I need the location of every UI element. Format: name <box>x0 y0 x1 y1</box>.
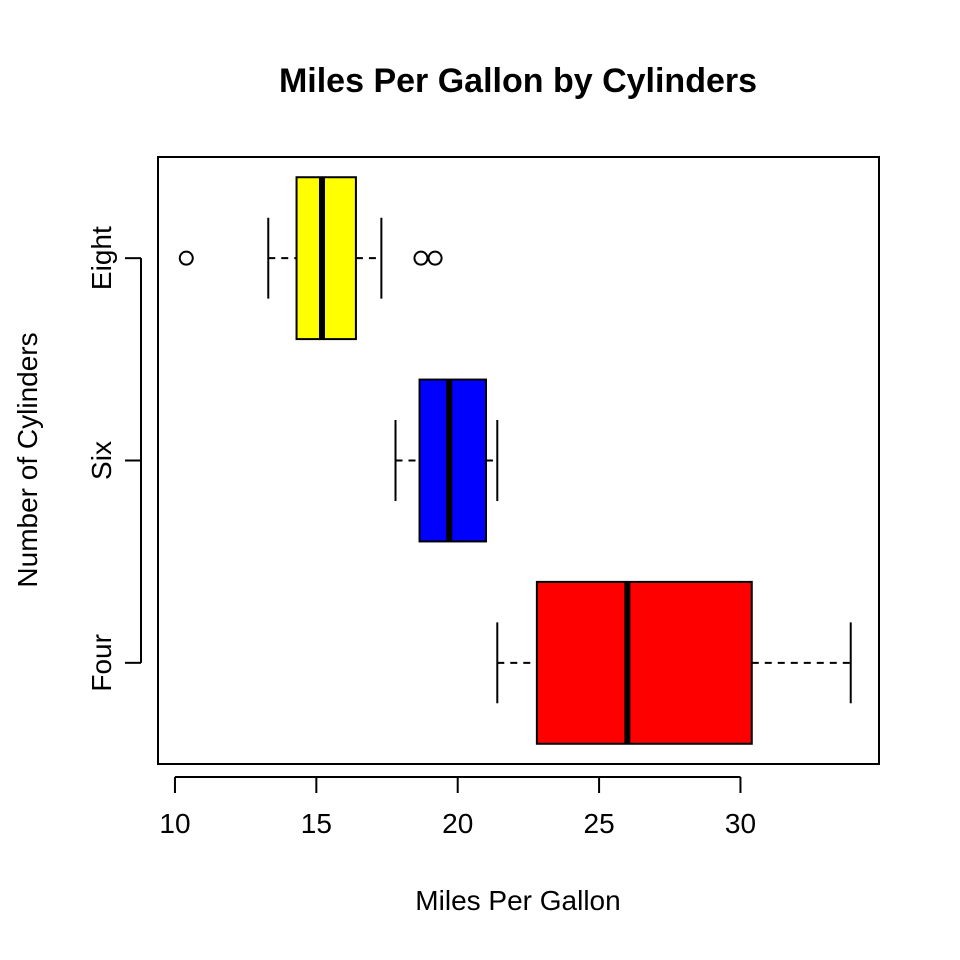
iqr-box-eight <box>295 176 357 341</box>
x-tick-label-25: 25 <box>584 808 615 839</box>
x-tick-label-15: 15 <box>301 808 332 839</box>
outlier-point-eight-1 <box>178 250 194 266</box>
x-tick-label-10: 10 <box>159 808 190 839</box>
box-eight <box>178 176 443 341</box>
y-axis-label: Number of Cylinders <box>12 332 43 587</box>
iqr-box-six <box>418 378 487 543</box>
boxes-layer <box>178 176 852 745</box>
chart-title: Miles Per Gallon by Cylinders <box>279 62 757 100</box>
plot-frame <box>157 156 880 765</box>
iqr-box-four <box>535 580 753 745</box>
x-tick-label-20: 20 <box>442 808 473 839</box>
x-axis: 10 15 20 25 30 <box>159 776 756 839</box>
y-tick-label-eight: Eight <box>86 226 117 290</box>
y-tick-label-four: Four <box>86 634 117 692</box>
y-axis: Four Six Eight <box>86 226 142 692</box>
box-six <box>394 378 499 543</box>
x-axis-label: Miles Per Gallon <box>415 885 620 916</box>
outlier-point-eight-3 <box>427 250 443 266</box>
y-tick-label-six: Six <box>86 441 117 480</box>
x-tick-label-30: 30 <box>725 808 756 839</box>
box-four <box>496 580 852 745</box>
outlier-point-eight-2 <box>413 250 429 266</box>
